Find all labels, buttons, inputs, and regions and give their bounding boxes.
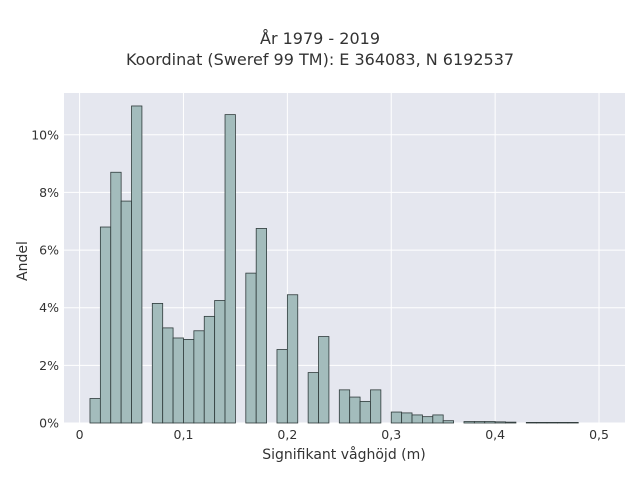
histogram-bar	[151, 302, 164, 424]
x-tick-label: 0,4	[485, 427, 505, 442]
histogram-bar	[120, 200, 132, 424]
histogram-bar	[224, 114, 236, 424]
x-tick-label: 0,1	[174, 427, 194, 442]
histogram-bar	[193, 330, 205, 424]
histogram-bar	[567, 422, 579, 424]
histogram-bar	[99, 226, 112, 424]
histogram-bar	[338, 389, 351, 424]
histogram-bar	[255, 228, 267, 424]
histogram-bar	[557, 422, 569, 424]
y-tick-label: 4%	[39, 300, 59, 315]
histogram-bar	[411, 414, 423, 424]
bars	[89, 105, 579, 424]
histogram-bar	[172, 337, 184, 424]
x-axis-label: Signifikant våghöjd (m)	[262, 447, 426, 463]
histogram-bar	[359, 400, 371, 424]
histogram-bar	[162, 327, 174, 424]
tick-labels: 0 0,1 0,2 0,3 0,4 0,5 0% 2% 4% 6% 8% 10%	[31, 127, 609, 442]
histogram-bar	[89, 398, 101, 424]
y-tick-label: 0%	[39, 416, 59, 431]
histogram-bar	[245, 272, 257, 424]
histogram-bar	[494, 421, 506, 424]
y-tick-label: 10%	[31, 127, 59, 142]
y-tick-label: 6%	[39, 243, 59, 258]
x-tick-label: 0,3	[381, 427, 401, 442]
histogram-bar	[214, 300, 226, 424]
histogram-bar	[131, 105, 143, 424]
histogram-bar	[473, 421, 486, 424]
histogram-bar	[484, 421, 496, 424]
histogram-bar	[370, 389, 382, 424]
histogram-bar	[432, 414, 444, 424]
x-tick-label: 0,5	[589, 427, 609, 442]
histogram-bar	[183, 339, 195, 424]
histogram-bar	[318, 336, 330, 424]
histogram-bar	[525, 422, 538, 424]
x-tick-label: 0	[76, 427, 84, 442]
histogram-bar	[276, 349, 288, 424]
histogram-bar	[390, 411, 403, 424]
histogram-bar	[442, 420, 454, 424]
histogram-bar	[401, 412, 413, 424]
histogram-bar	[546, 422, 558, 424]
plot-area	[64, 93, 625, 423]
histogram-bar	[422, 416, 434, 424]
chart-title: År 1979 - 2019	[260, 29, 380, 48]
histogram-bar	[307, 372, 319, 424]
histogram-bar	[203, 315, 216, 424]
histogram-bar	[110, 171, 122, 424]
chart-subtitle: Koordinat (Sweref 99 TM): E 364083, N 61…	[125, 50, 515, 69]
histogram-bar	[536, 422, 548, 424]
histogram-bar	[349, 396, 361, 424]
histogram-bar	[463, 421, 475, 424]
histogram-bar	[505, 421, 517, 424]
x-tick-label: 0,2	[277, 427, 297, 442]
y-tick-label: 2%	[39, 358, 59, 373]
y-tick-label: 8%	[39, 185, 59, 200]
histogram-bar	[286, 294, 299, 424]
y-axis-label: Andel	[15, 241, 31, 281]
